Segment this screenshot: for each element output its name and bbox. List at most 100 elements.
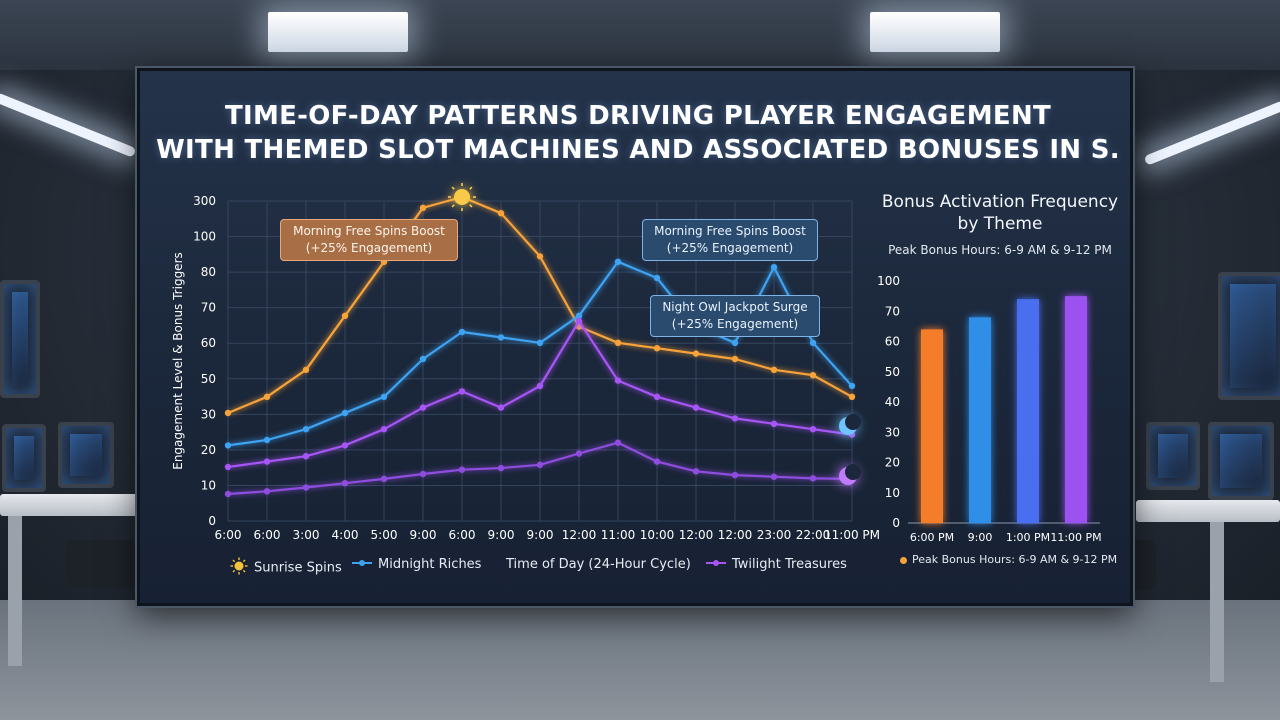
annotation-night-owl: Night Owl Jackpot Surge (+25% Engagement… (650, 295, 820, 337)
x-tick-label: 10:00 (640, 528, 675, 542)
x-tick-label: 6:00 (215, 528, 242, 542)
data-point-twilight (536, 382, 544, 390)
annotation-line: Morning Free Spins Boost (654, 224, 806, 238)
legend-label: Sunrise Spins (254, 560, 342, 576)
y-tick-label: 10 (201, 478, 216, 492)
side-monitor-right-2 (1146, 422, 1200, 490)
side-monitor-left-1 (0, 280, 40, 398)
x-tick-label: 9:00 (410, 528, 437, 542)
y-tick-label: 300 (193, 194, 216, 208)
data-point-twilight_low (263, 488, 271, 495)
bar-x-tick-label: 6:00 PM (910, 531, 954, 544)
sun-ray (469, 204, 473, 208)
annotation-morning-boost-blue: Morning Free Spins Boost (+25% Engagemen… (642, 219, 818, 261)
bar-y-tick-label: 60 (885, 335, 900, 349)
bar (1065, 296, 1087, 523)
bar-y-tick-label: 40 (885, 395, 900, 409)
y-tick-label: 30 (201, 407, 216, 421)
x-tick-label: 5:00 (371, 528, 398, 542)
data-point-midnight (497, 334, 505, 341)
legend-dot-icon (900, 556, 907, 564)
data-point-sunrise (536, 253, 544, 260)
legend-twilight: Twilight Treasures (706, 557, 847, 572)
y-tick-label: 70 (201, 301, 216, 315)
data-point-twilight_low (380, 475, 388, 483)
bar-x-tick-label: 11:00 PM (1050, 531, 1101, 544)
y-tick-label: 100 (193, 230, 216, 244)
sun-ray (451, 204, 455, 208)
data-point-twilight_low (224, 490, 232, 498)
line-dot-icon (706, 557, 726, 572)
legend-midnight: Midnight Riches (352, 557, 481, 572)
x-axis-label: Time of Day (24-Hour Cycle) (506, 557, 691, 572)
data-point-twilight (341, 442, 349, 449)
ceiling-light-left (268, 12, 408, 52)
dashboard-screen: TIME-OF-DAY PATTERNS DRIVING PLAYER ENGA… (137, 68, 1133, 606)
x-tick-label: 4:00 (332, 528, 359, 542)
y-axis-label: Engagement Level & Bonus Triggers (171, 252, 185, 470)
data-point-twilight_low (653, 458, 661, 465)
bar-y-tick-label: 0 (892, 516, 900, 530)
data-point-sunrise (770, 366, 778, 373)
x-tick-label: 12:00 (718, 528, 753, 542)
data-point-twilight (653, 393, 661, 400)
data-point-twilight_low (731, 471, 739, 479)
bar (1017, 299, 1039, 523)
data-point-sunrise (809, 372, 817, 379)
legend-sunrise: Sunrise Spins (230, 557, 342, 579)
x-tick-label: 11:00 (601, 528, 636, 542)
bar-chart-legend: Peak Bonus Hours: 6-9 AM & 9-12 PM (900, 553, 1117, 566)
x-tick-label: 6:00 (449, 528, 476, 542)
y-tick-label: 50 (201, 372, 216, 386)
annotation-line: (+25% Engagement) (666, 241, 794, 255)
data-point-sunrise (302, 366, 310, 373)
bar-x-tick-label: 9:00 (968, 531, 993, 544)
side-monitor-left-3 (58, 422, 114, 488)
data-point-sunrise (419, 204, 427, 211)
data-point-sunrise (731, 355, 739, 363)
data-point-midnight (302, 426, 310, 433)
data-point-midnight (731, 339, 739, 346)
moon-marker-icon-shadow (845, 414, 861, 430)
data-point-sunrise (263, 393, 271, 400)
bar-y-tick-label: 20 (885, 456, 900, 470)
data-point-twilight (809, 426, 817, 433)
data-point-twilight_low (419, 470, 427, 478)
data-point-twilight (263, 458, 271, 465)
data-point-sunrise (653, 345, 661, 352)
bar-chart-subtitle: Peak Bonus Hours: 6-9 AM & 9-12 PM (888, 243, 1112, 257)
data-point-midnight (848, 382, 856, 390)
data-point-midnight (419, 355, 427, 363)
data-point-twilight_low (302, 484, 310, 491)
data-point-sunrise (692, 350, 700, 357)
data-point-twilight_low (341, 480, 349, 487)
data-point-twilight_low (692, 468, 700, 475)
data-point-sunrise (497, 210, 505, 217)
data-point-midnight (536, 339, 544, 346)
desk-leg-left (8, 516, 22, 666)
chart-title-line-2: WITH THEMED SLOT MACHINES AND ASSOCIATED… (156, 135, 1120, 165)
x-tick-label: 11:00 PM (824, 528, 880, 542)
data-point-midnight (263, 436, 271, 444)
bar-y-tick-label: 70 (885, 304, 900, 318)
sun-marker-icon (454, 189, 470, 205)
wall-light-left (0, 92, 137, 158)
side-monitor-right-3 (1208, 422, 1274, 500)
bar-y-tick-label: 50 (885, 365, 900, 379)
annotation-line: Morning Free Spins Boost (293, 224, 445, 238)
data-point-sunrise (341, 312, 349, 319)
data-point-twilight (575, 318, 583, 325)
bar (969, 317, 991, 523)
x-tick-label: 23:00 (757, 528, 792, 542)
chart-title: TIME-OF-DAY PATTERNS DRIVING PLAYER ENGA… (140, 99, 1136, 167)
moon-marker-icon-shadow (845, 464, 861, 480)
data-point-midnight (614, 258, 622, 265)
wall-light-right (1143, 100, 1280, 166)
data-point-midnight (575, 312, 583, 319)
data-point-midnight (224, 442, 232, 449)
legend-label: Peak Bonus Hours: 6-9 AM & 9-12 PM (912, 553, 1118, 566)
data-point-twilight (419, 404, 427, 411)
x-tick-label: 3:00 (293, 528, 320, 542)
x-tick-label: 12:00 (562, 528, 597, 542)
y-tick-label: 80 (201, 265, 216, 279)
